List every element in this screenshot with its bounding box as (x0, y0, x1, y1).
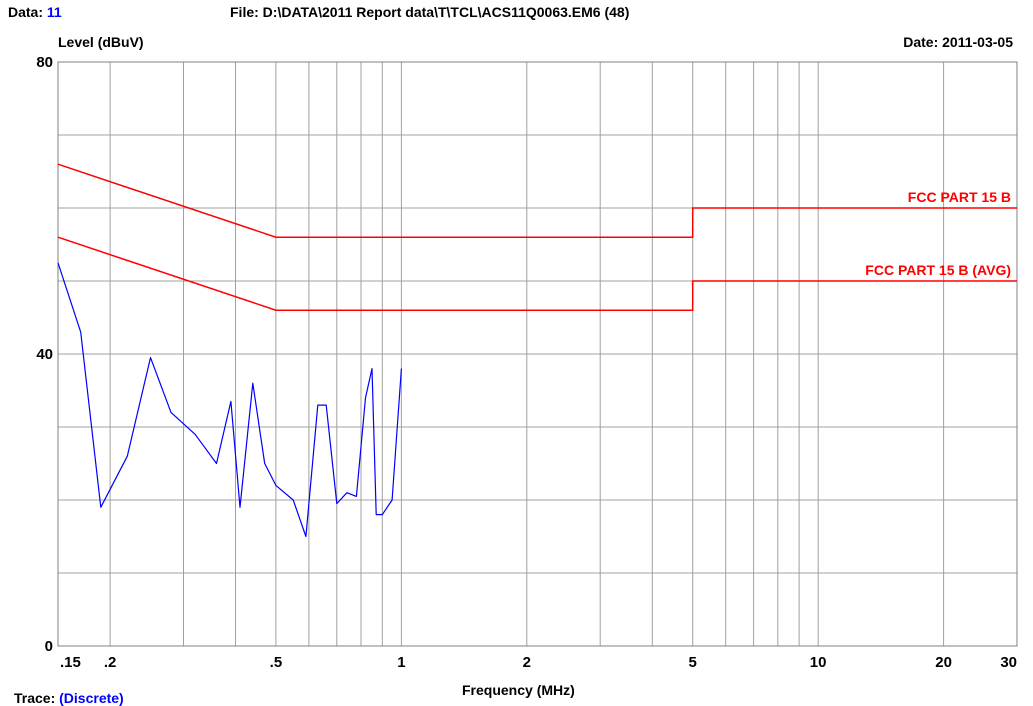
chart-grid (58, 62, 1017, 646)
x-tick-label: .2 (104, 654, 117, 671)
limit-lines: FCC PART 15 B FCC PART 15 B (AVG) (57, 163, 1017, 311)
limit-line (57, 236, 1017, 311)
x-tick-labels: .15 .2 .5 1 2 5 10 20 30 (60, 654, 1017, 671)
y-tick-labels: 0 40 80 (36, 54, 53, 655)
data-label-text: Data: (8, 4, 44, 20)
x-tick-label: 10 (810, 654, 827, 671)
x-tick-label: .5 (270, 654, 283, 671)
data-number: 11 (46, 4, 62, 20)
plot-frame (57, 61, 1018, 647)
trace-line (57, 262, 402, 538)
y-tick-label: 80 (36, 54, 53, 71)
data-label: Data: 11 (8, 4, 62, 20)
limit-label: FCC PART 15 B (AVG) (865, 262, 1011, 278)
x-axis-label: Frequency (MHz) (462, 682, 575, 698)
file-path: File: D:\DATA\2011 Report data\T\TCL\ACS… (230, 4, 630, 20)
measurement-trace (57, 262, 402, 538)
date-label: Date: 2011-03-05 (903, 34, 1013, 50)
y-tick-label: 0 (45, 638, 53, 655)
limit-label: FCC PART 15 B (908, 189, 1011, 205)
x-tick-label: 2 (523, 654, 531, 671)
limit-line (57, 163, 1017, 238)
x-tick-label: 30 (1000, 654, 1017, 671)
y-axis-label: Level (dBuV) (58, 34, 144, 50)
x-tick-label: 20 (935, 654, 952, 671)
y-tick-label: 40 (36, 346, 53, 363)
x-tick-label: .15 (60, 654, 81, 671)
x-tick-label: 5 (689, 654, 697, 671)
x-tick-label: 1 (397, 654, 405, 671)
